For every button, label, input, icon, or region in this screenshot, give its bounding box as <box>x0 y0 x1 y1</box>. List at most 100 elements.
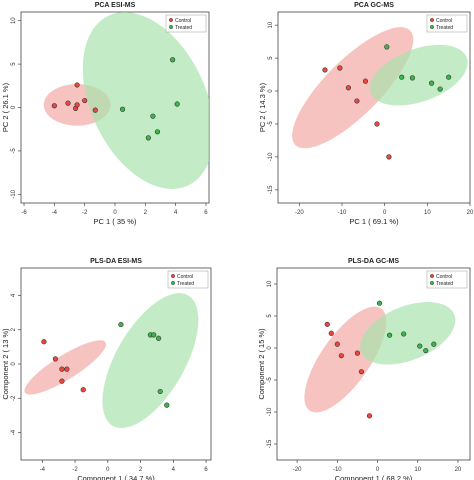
x-tick-label: 0 <box>106 467 110 473</box>
y-tick-label: -10 <box>11 189 17 198</box>
x-tick-label: 20 <box>467 210 474 216</box>
chart-panel: PLS-DA GC-MS-20 -10 0 10 20-15-10-50510Compo… <box>257 258 471 480</box>
data-point-treated <box>150 113 156 119</box>
x-tick-label: -4 <box>40 467 46 473</box>
data-point-control <box>65 100 71 106</box>
data-point-control <box>322 67 328 73</box>
data-point-control <box>337 65 343 71</box>
data-point-treated <box>174 101 180 107</box>
x-tick-label: -2 <box>82 210 88 216</box>
data-point-treated <box>431 341 437 347</box>
legend-marker-control <box>430 274 435 279</box>
x-axis-label: PC 1 ( 35 %) <box>94 217 137 226</box>
data-point-control <box>354 350 361 356</box>
y-tick-label: -15 <box>267 439 273 448</box>
data-point-control <box>92 107 98 113</box>
data-point-control <box>374 121 380 127</box>
data-point-treated <box>151 332 157 338</box>
chart-title: PLS-DA ESI-MS <box>90 258 142 265</box>
data-point-control <box>51 103 57 109</box>
data-point-treated <box>446 74 452 80</box>
x-tick-label: -10 <box>338 210 347 216</box>
y-tick-label: 2 <box>11 327 17 331</box>
data-point-control <box>324 321 330 327</box>
y-tick-label: -4 <box>11 429 17 435</box>
legend-marker-treated <box>430 25 435 30</box>
legend-marker-control <box>170 274 175 279</box>
legend-marker-treated <box>170 281 175 286</box>
x-tick-label: 0 <box>376 467 380 473</box>
data-point-control <box>64 366 70 372</box>
data-point-control <box>354 98 360 104</box>
y-tick-label: 0 <box>11 362 17 366</box>
legend-label-control: Control <box>175 18 191 24</box>
data-point-treated <box>164 402 170 408</box>
y-tick-label: -5 <box>268 121 274 127</box>
x-tick-label: 6 <box>204 210 208 216</box>
x-axis-label: Component 1 ( 34.7 %) <box>77 474 155 480</box>
data-point-control <box>358 369 365 375</box>
y-tick-label: 5 <box>268 56 274 60</box>
chart-panel: PCA ESI-MS -6 -4 -2 0 2 4 6 -10 -5 0 5 10 PC 1 ( 35 %… <box>1 2 210 226</box>
legend-label-treated: Treated <box>177 281 194 287</box>
legend-marker-control <box>430 18 435 23</box>
data-point-control <box>80 387 86 393</box>
confidence-ellipse-treated <box>360 302 456 365</box>
x-tick-label: 4 <box>174 210 178 216</box>
data-point-control <box>334 341 340 347</box>
data-point-treated <box>399 74 405 80</box>
y-tick-label: 0 <box>11 105 17 109</box>
legend-box <box>167 270 209 289</box>
x-tick-label: 0 <box>383 210 387 216</box>
x-tick-label: 20 <box>455 467 462 473</box>
x-tick-label: -6 <box>21 210 27 216</box>
x-axis-label: PC 1 ( 69.1 %) <box>349 217 399 226</box>
legend-label-control: Control <box>436 274 452 280</box>
data-point-treated <box>118 321 124 328</box>
confidence-ellipse-treated <box>102 293 199 429</box>
ellipse-layer <box>43 12 209 189</box>
data-point-treated <box>376 300 383 306</box>
legend-box <box>426 270 468 289</box>
legend-label-treated: Treated <box>175 25 192 31</box>
chart-title: PCA GC-MS <box>354 2 394 9</box>
data-point-treated <box>119 106 126 112</box>
ellipse-layer <box>304 302 456 413</box>
legend-box <box>165 14 207 33</box>
y-tick-label: -15 <box>268 185 274 194</box>
x-tick-label: 2 <box>139 467 143 473</box>
x-tick-label: -2 <box>72 467 78 473</box>
data-point-treated <box>170 57 176 63</box>
x-tick-label: -20 <box>295 210 304 216</box>
x-tick-label: 4 <box>172 467 176 473</box>
y-tick-label: -10 <box>267 407 273 416</box>
data-point-treated <box>401 331 407 337</box>
data-point-treated <box>417 343 423 349</box>
legend-label-treated: Treated <box>436 281 453 287</box>
y-axis-label: Component 2 ( 13 %) <box>1 328 10 400</box>
legend-label-treated: Treated <box>436 25 453 31</box>
plot-area <box>276 267 471 461</box>
y-tick-label: 10 <box>267 280 273 287</box>
legend-box <box>426 14 468 33</box>
y-tick-label: -5 <box>11 148 17 154</box>
data-point-control <box>338 353 344 359</box>
y-axis-label: PC 2 ( 14.3 %) <box>258 82 267 132</box>
x-axis-label: Component 1 ( 68.2 %) <box>335 474 413 480</box>
data-point-control <box>328 330 334 336</box>
legend-label-control: Control <box>177 274 193 280</box>
chart-panel: PCA GC-MS -20 -10 0 10 20 -15 -10 -5 0 5 10 PC 1 ( 6… <box>258 2 474 226</box>
y-axis-label: PC 2 ( 26.1 %) <box>1 82 10 132</box>
data-point-control <box>74 102 80 108</box>
x-tick-label: 10 <box>424 210 431 216</box>
data-point-treated <box>154 129 161 135</box>
data-point-control <box>59 378 65 384</box>
data-point-treated <box>429 80 435 86</box>
y-tick-label: -2 <box>11 395 17 401</box>
data-point-treated <box>423 347 429 354</box>
